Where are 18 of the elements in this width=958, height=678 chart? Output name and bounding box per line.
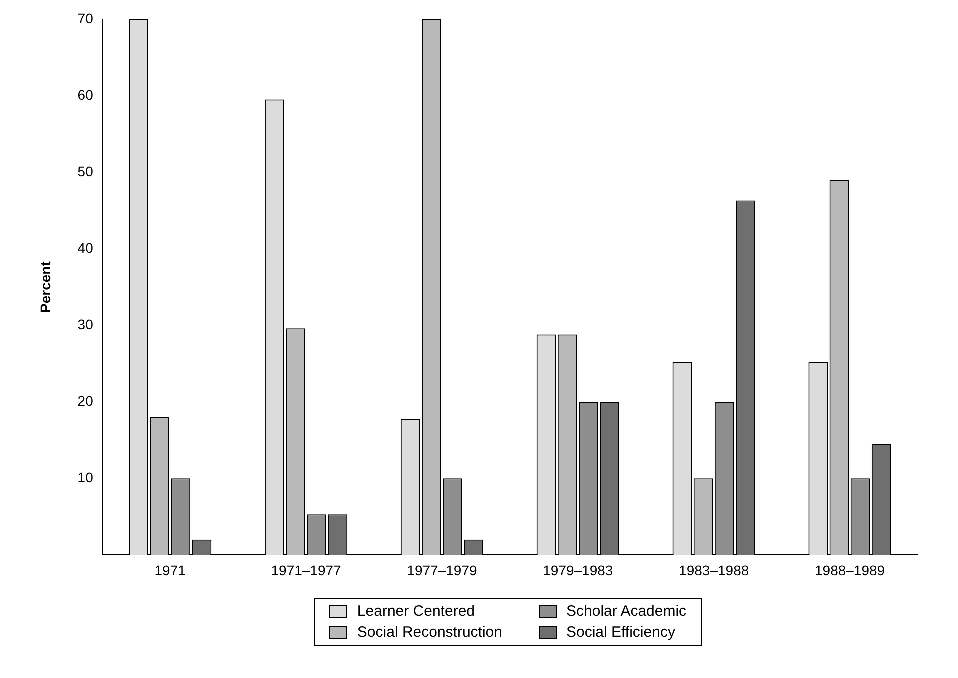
y-tick-label: 20 [78,392,94,409]
legend-label: Social Reconstruction [357,624,502,641]
y-tick-label: 40 [78,240,94,256]
y-tick-label: 50 [78,163,94,180]
x-tick-label: 1983–1988 [679,562,750,578]
y-tick-label: 30 [78,316,94,332]
x-tick-label: 1971 [154,562,186,578]
y-tick-label: 70 [78,10,94,26]
legend-label: Social Efficiency [566,624,676,641]
legend-label: Scholar Academic [566,603,687,620]
x-tick-label: 1988–1989 [814,562,886,578]
y-axis-title: Percent [37,261,54,313]
y-tick-label: 10 [78,470,94,486]
y-tick-label: 60 [78,86,94,103]
legend-label: Learner Centered [357,603,475,620]
x-tick-label: 1979–1983 [543,562,614,578]
x-tick-label: 1977–1979 [407,562,478,578]
x-tick-label: 1971–1977 [271,562,342,578]
